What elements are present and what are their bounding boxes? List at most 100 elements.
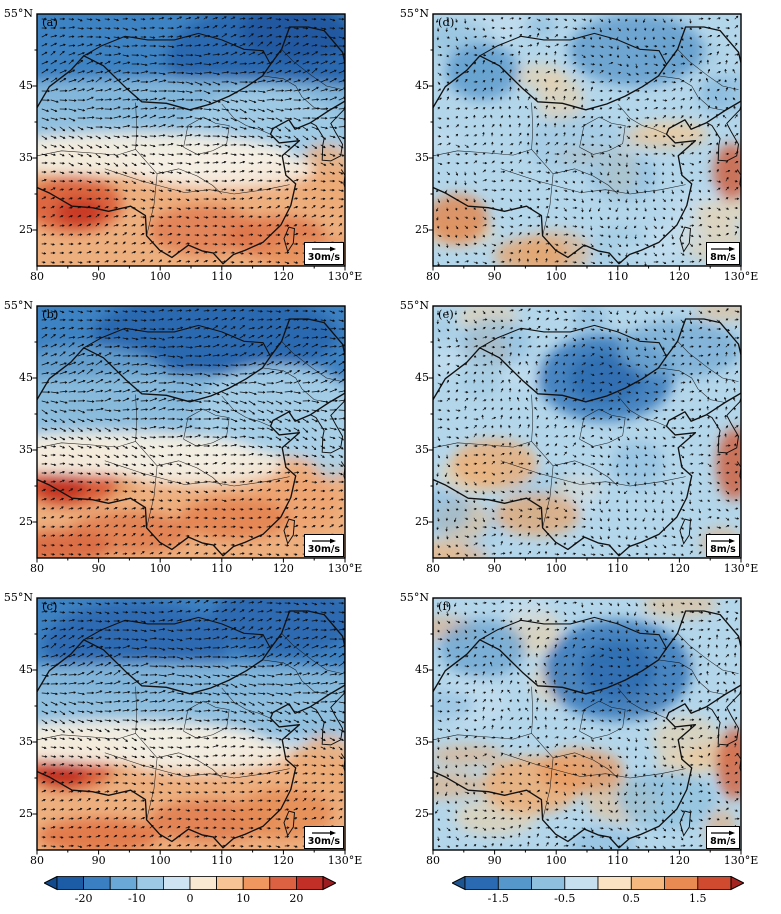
x-tick-label: 110 [211,562,233,575]
x-tick-label: 80 [30,562,44,575]
x-tick-label: 130°E [723,854,759,867]
x-tick-label: 80 [30,270,44,283]
map-canvas [32,13,346,271]
reference-arrow-icon [311,246,336,251]
wind-vectors [435,599,740,850]
colorbar-tick-label: 1.5 [689,892,707,905]
y-tick-label: 35 [415,735,429,748]
reference-vector-label: 30m/s [307,251,340,263]
map-plot-e: (e) 8m/s [428,305,742,563]
colorbar-tick-label: 0.5 [622,892,641,905]
x-tick-label: 110 [607,562,629,575]
wind-vectors [41,308,345,556]
y-tick-label: 35 [19,735,33,748]
x-tick-label: 80 [30,854,44,867]
y-tick-label: 45 [415,663,429,676]
x-tick-label: 120 [272,854,294,867]
coastline-borders [433,610,741,849]
wind-vectors [41,16,345,265]
colorbar-scale [450,875,746,891]
wind-vectors [436,308,740,558]
reference-vector-box: 30m/s [303,825,344,849]
y-tick-label: 25 [19,515,33,528]
x-tick-label: 80 [426,270,440,283]
map-plot-f: (f) 8m/s [428,597,742,855]
reference-vector-box: 30m/s [303,241,344,265]
y-tick-label: 45 [415,79,429,92]
y-tick-label: 55°N [3,299,33,312]
plot-frame [36,597,346,851]
x-tick-label: 90 [91,562,106,575]
x-tick-label: 120 [668,270,690,283]
anomaly-shading [37,598,345,850]
y-tick-label: 25 [415,223,429,236]
reference-vector-box: 8m/s [706,533,740,557]
y-tick-label: 45 [415,371,429,384]
y-tick-label: 35 [415,151,429,164]
map-plot-c: (c) 30m/s [32,597,346,855]
x-tick-label: 100 [545,562,567,575]
colorbar-left: -20 -10 0 10 20 [42,875,338,910]
panel-d: 55°N 45 35 25 80 90 100 110 120 130°E (d) 8m/s [396,7,781,300]
reference-vector-label: 8m/s [710,251,736,263]
panel-c: 55°N 45 35 25 80 90 100 110 120 130°E (c) 30m/s [0,591,390,884]
x-tick-label: 90 [487,854,502,867]
colorbar-tick-label: 0 [186,892,194,905]
x-tick-label: 100 [545,854,567,867]
plot-frame [432,13,742,267]
wind-vectors [41,600,345,848]
colorbar-tick-label: -1.5 [487,892,509,905]
x-tick-label: 90 [487,562,502,575]
x-tick-label: 100 [149,854,171,867]
panel-label: (f) [438,599,452,613]
panel-label: (e) [438,307,454,321]
x-tick-label: 120 [668,562,690,575]
x-tick-label: 110 [607,270,629,283]
reference-arrow-icon [311,538,336,543]
map-canvas [32,597,346,855]
x-tick-label: 100 [149,270,171,283]
plot-frame [36,13,346,267]
x-tick-label: 130°E [327,270,363,283]
colorbar-tick-label: -20 [74,892,93,905]
y-tick-label: 45 [19,663,33,676]
x-tick-label: 130°E [723,270,759,283]
reference-vector-label: 8m/s [710,543,736,555]
x-tick-label: 100 [545,270,567,283]
x-tick-label: 90 [487,270,502,283]
y-tick-label: 55°N [399,591,429,604]
plot-frame [432,597,742,851]
colorbar-tick-label: 10 [236,892,251,905]
colorbar-right: -1.5 -0.5 0.5 1.5 [450,875,746,910]
x-tick-label: 110 [211,270,233,283]
reference-vector-label: 30m/s [307,835,340,847]
y-tick-label: 25 [19,223,33,236]
map-canvas [428,13,742,271]
colorbar-tick-label: -0.5 [554,892,576,905]
reference-arrow-icon [711,538,735,543]
y-tick-label: 35 [19,443,33,456]
panel-label: (b) [42,307,59,321]
anomaly-shading [433,598,741,850]
wind-vectors [436,15,740,266]
y-tick-label: 45 [19,371,33,384]
panel-label: (c) [42,599,58,613]
y-tick-label: 45 [19,79,33,92]
reference-vector-label: 30m/s [307,543,340,555]
x-tick-label: 120 [668,854,690,867]
map-canvas [428,305,742,563]
x-tick-label: 80 [426,854,440,867]
reference-vector-box: 8m/s [706,825,740,849]
reference-vector-box: 8m/s [706,241,740,265]
x-tick-label: 130°E [723,562,759,575]
panel-label: (d) [438,15,455,29]
colorbar-tick-label: 20 [289,892,304,905]
reference-vector-label: 8m/s [710,835,736,847]
y-tick-label: 25 [415,807,429,820]
panel-a: 55°N 45 35 25 80 90 100 110 120 130°E (a) 30m/s [0,7,390,300]
y-tick-label: 25 [19,807,33,820]
x-tick-label: 90 [91,270,106,283]
panel-f: 55°N 45 35 25 80 90 100 110 120 130°E (f) 8m/s [396,591,781,884]
reference-arrow-icon [311,830,336,835]
reference-arrow-icon [711,830,735,835]
